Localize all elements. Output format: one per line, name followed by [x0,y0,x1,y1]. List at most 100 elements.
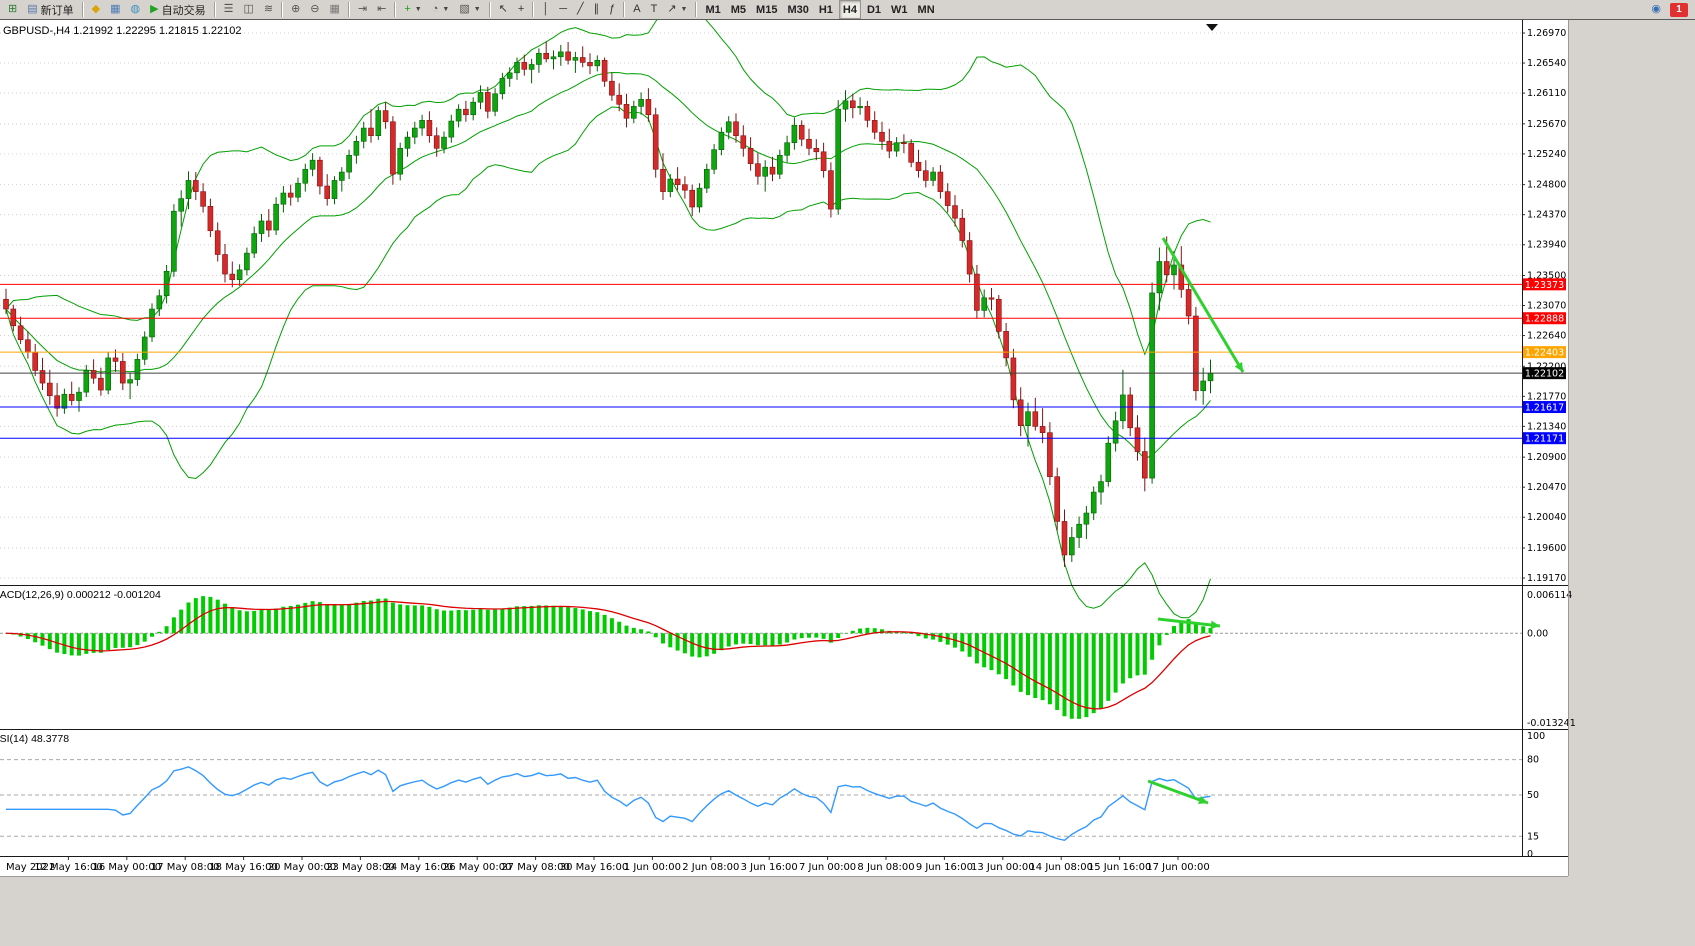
vertical-line-button[interactable]: │ [538,0,553,19]
svg-text:1.21171: 1.21171 [1525,434,1564,445]
text-label-button[interactable]: T [647,0,662,19]
text-label-icon: T [650,3,658,15]
trendline-button[interactable]: ╱ [573,0,588,19]
svg-text:1.22888: 1.22888 [1525,314,1564,325]
terminal-icon: ◍ [130,3,141,15]
price-trend-arrow[interactable] [1161,237,1245,373]
svg-text:15: 15 [1527,831,1539,842]
svg-text:1.23940: 1.23940 [1527,240,1566,251]
new-order-icon: ▤ [27,3,38,15]
chevron-down-icon: ▼ [680,6,688,13]
tf-m30-button[interactable]: M30 [783,0,812,19]
svg-text:8 Jun 08:00: 8 Jun 08:00 [857,862,914,873]
terminal-button[interactable]: ◍ [127,0,145,19]
svg-text:0: 0 [1527,849,1533,860]
svg-text:1.22102: 1.22102 [1525,369,1564,380]
arrows-icon: ↗ [667,3,677,15]
zoom-in-button[interactable]: ⊕ [287,0,304,19]
tf-mn-button[interactable]: MN [914,0,939,19]
chevron-down-icon: ▼ [442,6,450,13]
auto-trading-button[interactable]: ▶ 自动交易 [146,0,209,19]
chart-shift-button[interactable]: ⇤ [373,0,390,19]
periods-button[interactable]: ◔ ▼ [428,0,454,19]
svg-text:23 May 08:00: 23 May 08:00 [326,862,395,873]
current-price-tag: 1.22102 [1523,367,1566,380]
svg-text:0.006114: 0.006114 [1527,590,1572,601]
svg-text:1.25670: 1.25670 [1527,119,1566,130]
cursor-button[interactable]: ↖ [495,0,512,19]
bollinger-bands [5,20,1211,619]
text-button[interactable]: A [629,0,644,19]
fibonacci-button[interactable]: ƒ [605,0,619,19]
tf-h1-button-label: H1 [818,3,833,16]
zoom-out-button[interactable]: ⊖ [306,0,323,19]
rsi-axis[interactable]: 100 80 50 15 0 [1527,731,1545,860]
svg-text:2 Jun 08:00: 2 Jun 08:00 [682,862,739,873]
tf-d1-button-label: D1 [866,3,882,16]
tf-w1-button[interactable]: W1 [887,0,912,19]
tf-m15-button[interactable]: M15 [752,0,781,19]
crosshair-icon: + [517,3,525,15]
svg-text:1.23070: 1.23070 [1527,301,1566,312]
tf-m15-button-label: M15 [756,3,778,16]
svg-text:1.25240: 1.25240 [1527,149,1566,160]
svg-text:1.19600: 1.19600 [1527,543,1566,554]
svg-text:7 Jun 00:00: 7 Jun 00:00 [799,862,856,873]
svg-text:15 Jun 16:00: 15 Jun 16:00 [1088,862,1152,873]
tf-w1-button-label: W1 [891,3,908,16]
macd-trend-arrow[interactable] [1157,617,1221,630]
chart-window: 1.26970 1.26540 1.26110 1.25670 1.25240 1.248… [0,20,1695,946]
data-window-button[interactable]: ▦ [106,0,124,19]
svg-text:1.22200: 1.22200 [1527,361,1566,372]
channel-icon: ∥ [593,3,600,15]
svg-text:17 Jun 00:00: 17 Jun 00:00 [1146,862,1210,873]
tile-windows-button[interactable]: ▦ [326,0,344,19]
tf-mn-button-label: MN [917,3,935,16]
market-watch-button[interactable]: ◆ [88,0,104,19]
notifications-badge[interactable]: 1 [1670,2,1688,17]
bar-chart-button[interactable]: ☰ [220,0,238,19]
line-chart-button[interactable]: ≋ [260,0,277,19]
svg-text:13 Jun 00:00: 13 Jun 00:00 [971,862,1035,873]
new-order-button[interactable]: ▤ 新订单 [23,0,77,19]
mql5-community-button[interactable]: ◉ [1647,0,1665,19]
tf-m5-button-label: M5 [730,3,747,16]
rsi-indicator-label: RSI(14) 48.3778 [0,733,70,745]
svg-text:14 Jun 08:00: 14 Jun 08:00 [1029,862,1093,873]
svg-text:3 Jun 16:00: 3 Jun 16:00 [741,862,798,873]
svg-text:12 May 16:00: 12 May 16:00 [34,862,103,873]
toolbar-separator [695,2,698,17]
tf-m5-button[interactable]: M5 [727,0,750,19]
svg-text:26 May 00:00: 26 May 00:00 [443,862,512,873]
chart-shift-marker[interactable] [1206,24,1218,31]
crosshair-button[interactable]: + [514,0,528,19]
macd-axis[interactable]: 0.006114 0.00 -0.013241 [1527,590,1576,729]
toolbar-separator [394,2,397,17]
channel-button[interactable]: ∥ [590,0,604,19]
new-chart-button[interactable]: ⊞ [4,0,21,19]
rsi-levels [0,759,1522,837]
tf-m1-button[interactable]: M1 [701,0,724,19]
new-chart-icon: ⊞ [8,3,18,15]
rsi-trend-arrow[interactable] [1147,779,1209,805]
market-watch-icon: ◆ [91,3,101,15]
templates-button[interactable]: ▧ ▼ [455,0,484,19]
tf-h4-button[interactable]: H4 [838,0,861,19]
tf-h1-button[interactable]: H1 [815,0,837,19]
arrows-button[interactable]: ↗ ▼ [663,0,691,19]
candlestick-chart-button[interactable]: ◫ [239,0,257,19]
cursor-icon: ↖ [498,3,508,15]
auto-trading-button-label: 自动交易 [161,4,206,17]
tf-d1-button[interactable]: D1 [863,0,885,19]
horizontal-line-button[interactable]: ─ [555,0,571,19]
templates-icon: ▧ [459,3,470,15]
tf-m1-button-label: M1 [705,3,721,16]
price-axis[interactable]: 1.26970 1.26540 1.26110 1.25670 1.25240 1.248… [0,28,1566,584]
chart-canvas[interactable]: 1.26970 1.26540 1.26110 1.25670 1.25240 1.248… [0,20,1695,946]
svg-text:80: 80 [1527,755,1539,766]
svg-text:1.21617: 1.21617 [1525,403,1564,414]
indicators-button[interactable]: + ▼ [400,0,425,19]
auto-scroll-button[interactable]: ⇥ [354,0,371,19]
